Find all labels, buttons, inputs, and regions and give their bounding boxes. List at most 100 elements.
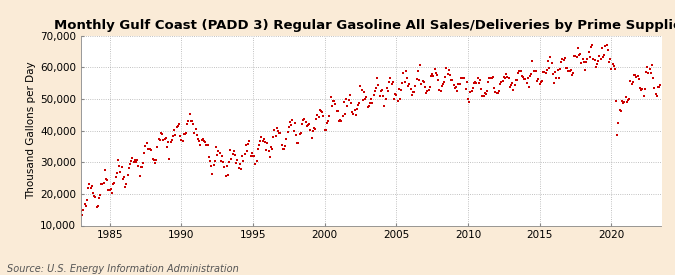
Point <box>142 147 153 152</box>
Text: Source: U.S. Energy Information Administration: Source: U.S. Energy Information Administ… <box>7 264 238 274</box>
Point <box>113 157 124 162</box>
Point <box>524 74 535 78</box>
Point <box>487 76 497 80</box>
Point <box>360 97 371 101</box>
Point <box>366 97 377 101</box>
Point <box>605 57 616 62</box>
Point <box>588 56 599 61</box>
Point <box>244 139 255 143</box>
Point <box>506 83 516 87</box>
Point <box>406 93 417 97</box>
Point <box>520 77 531 81</box>
Point <box>655 83 666 88</box>
Point <box>643 71 654 75</box>
Point <box>550 70 561 75</box>
Point <box>251 159 262 164</box>
Point <box>84 182 95 186</box>
Point <box>414 78 425 82</box>
Point <box>145 147 156 151</box>
Point <box>277 147 288 151</box>
Point <box>491 91 502 95</box>
Point <box>549 81 560 85</box>
Point <box>556 59 566 64</box>
Point <box>293 141 304 145</box>
Point <box>532 79 543 83</box>
Point <box>586 45 597 50</box>
Point <box>384 80 395 84</box>
Point <box>575 52 586 57</box>
Point <box>270 133 281 138</box>
Point <box>601 43 612 47</box>
Point <box>644 67 655 72</box>
Point <box>594 54 605 59</box>
Point <box>571 55 582 60</box>
Point <box>630 73 641 77</box>
Point <box>484 76 495 80</box>
Point <box>212 153 223 157</box>
Point <box>122 172 133 177</box>
Point <box>218 160 229 165</box>
Point <box>610 67 620 72</box>
Point <box>576 61 587 65</box>
Point <box>217 153 227 158</box>
Point <box>422 89 433 94</box>
Point <box>436 83 447 88</box>
Point <box>602 48 613 52</box>
Point <box>280 144 291 148</box>
Point <box>333 118 344 123</box>
Point <box>104 188 115 192</box>
Point <box>589 57 600 62</box>
Point <box>628 72 639 77</box>
Point <box>151 158 161 162</box>
Point <box>311 117 322 121</box>
Point <box>425 74 436 78</box>
Point <box>348 111 358 116</box>
Point <box>535 81 545 86</box>
Point <box>173 122 184 126</box>
Point <box>284 125 294 130</box>
Point <box>358 90 369 95</box>
Point <box>91 205 102 209</box>
Point <box>95 193 105 197</box>
Point <box>620 95 631 100</box>
Point <box>409 89 420 94</box>
Point <box>391 92 402 97</box>
Point <box>121 182 132 186</box>
Point <box>215 158 226 163</box>
Point <box>619 100 630 104</box>
Point <box>94 196 105 200</box>
Point <box>452 88 462 93</box>
Point <box>183 119 194 123</box>
Point <box>252 147 263 152</box>
Point <box>416 82 427 86</box>
Point <box>294 132 305 136</box>
Point <box>261 148 271 152</box>
Point <box>614 108 625 112</box>
Point <box>595 57 606 61</box>
Point <box>622 97 633 102</box>
Point <box>526 72 537 76</box>
Point <box>389 92 400 96</box>
Point <box>249 154 260 158</box>
Point <box>580 68 591 72</box>
Point <box>427 72 437 76</box>
Point <box>254 143 265 147</box>
Point <box>587 43 597 47</box>
Point <box>198 139 209 144</box>
Point <box>466 89 477 94</box>
Point <box>617 99 628 103</box>
Point <box>493 91 504 95</box>
Point <box>231 161 242 165</box>
Point <box>447 77 458 82</box>
Point <box>102 178 113 183</box>
Point <box>442 72 453 76</box>
Point <box>130 158 140 163</box>
Point <box>451 85 462 89</box>
Point <box>274 131 285 135</box>
Point <box>369 89 380 93</box>
Point <box>330 102 341 106</box>
Point <box>482 89 493 94</box>
Point <box>618 101 628 105</box>
Point <box>558 58 569 62</box>
Point <box>434 88 445 92</box>
